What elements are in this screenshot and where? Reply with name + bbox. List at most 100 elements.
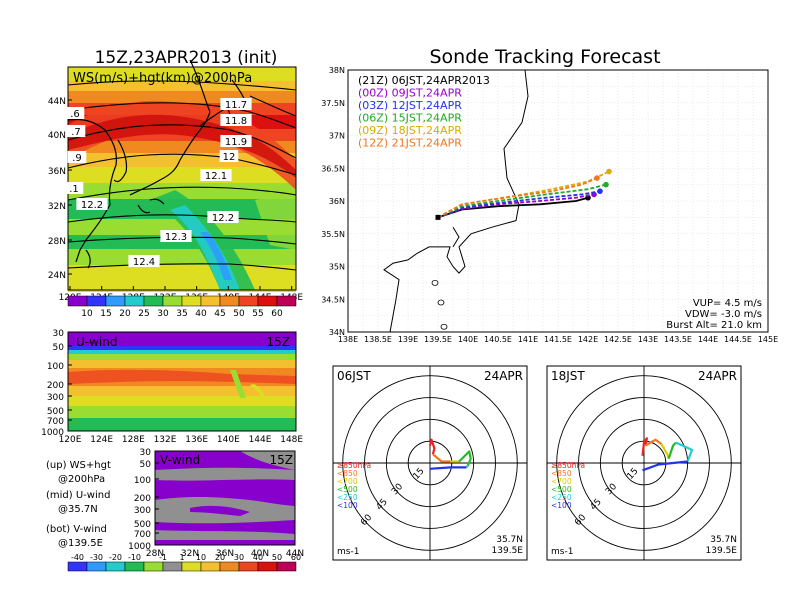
colorbar-label: 40 [195,309,207,319]
v-gray-band [240,451,295,470]
colorbar-swatch [86,295,107,307]
hodo-legend-entry: <100 [551,501,572,510]
ws-map-contours [67,80,297,271]
coastline [149,198,165,205]
hodo-trace-1 [644,438,663,447]
v-gray-band [155,530,295,540]
left-title: 15Z,23APR2013 (init) [95,48,278,68]
ws-map-contour-labels: 11.711.811.91212.112.212.312.4.6.7.9.112… [64,98,252,268]
colorbar-swatch [143,561,164,572]
contour-label-box [67,151,87,163]
colorbar-label: 50 [233,309,245,319]
panel-note: (bot) V-wind [46,524,107,535]
track-line-5 [437,177,598,219]
ws-band [68,167,296,183]
colorbar-label: 50 [272,553,282,562]
colorbar-label: 40 [253,553,263,562]
hodo-trace-3 [667,441,677,459]
panel-note: (mid) U-wind [46,490,110,501]
u-layer [68,350,296,354]
track-landing-4 [606,168,612,175]
contour-label-box [65,107,85,119]
contour-label: 11.7 [225,100,247,111]
hodo-legend-entry: <500 [337,485,358,494]
contour-label-box [220,98,252,110]
coastline [67,118,117,263]
lat-tick-label: 24N [48,271,66,281]
colorbar-label: 35 [176,309,187,319]
u-layer [68,406,296,418]
contour-label: 12.3 [165,232,187,243]
lat-tick-label: 36N [48,167,66,177]
track-landing-5 [594,175,600,181]
track-line-1 [437,193,595,219]
lat-tick-label: 38N [329,66,345,75]
hodo-legend-entry: <700 [551,477,572,486]
hodo-units: ms-1 [551,547,573,557]
u-wind-frame [67,331,297,432]
jet-max [68,114,296,178]
colorbar-label: -40 [71,553,84,562]
colorbar-swatch [238,561,259,572]
ws-band [68,265,296,292]
pressure-tick-label: 30 [53,329,65,339]
pressure-tick-label: 300 [47,393,64,403]
track-landing-3 [603,181,609,188]
lon-tick-label: 138.5E [364,335,392,344]
pressure-tick-label: 300 [134,506,151,516]
hodo-trace-3 [458,450,472,467]
colorbar-swatch [67,561,88,572]
v-purple-patch [190,505,250,516]
contour-label-box [220,114,252,126]
height-contour [67,186,297,201]
u-layer [68,396,296,406]
lon-tick-label: 140E [458,335,478,344]
lon-tick-label: 120E [59,435,82,445]
lon-tick-label: 142E [578,335,598,344]
colorbar-swatch [200,561,221,572]
pressure-tick-label: 30 [140,448,152,458]
lon-tick-label: 143.5E [664,335,692,344]
ws-band [68,81,296,91]
lat-tick-label: 36N [329,197,345,206]
v-gray-band [155,467,295,481]
contour-label-box [219,150,239,162]
track-line-2 [437,190,601,219]
ws-band [68,249,296,265]
height-contour [67,80,297,91]
contour-label-box [200,169,232,181]
contour-label: .9 [72,153,82,164]
colorbar-label: 1 [179,553,184,562]
track-legend-entry: (09Z) 18JST,24APR [358,124,462,137]
hodo-lon: 139.5E [706,546,738,556]
contour-label-box [64,182,84,194]
u-layer [68,354,296,360]
hodo-lon: 139.5E [492,546,524,556]
track-param: VUP= 4.5 m/s [693,298,762,309]
pressure-tick-label: 200 [134,494,151,504]
colorbar-label: 30 [157,309,169,319]
panel-notes: (up) WS+hgt @200hPa (mid) U-wind @35.7N (bot… [46,460,111,549]
lat-tick-label: 28N [146,549,164,559]
contour-label-box [160,230,192,242]
uv-colorbar: -40 -30 -20 -10 -1 1 10 20 30 40 50 60 [67,553,301,572]
colorbar-label: -20 [109,553,122,562]
ws-map-label: WS(m/s)+hgt(km)@200hPa [73,71,252,86]
colorbar-label: -10 [128,553,141,562]
height-contour [67,263,297,271]
colorbar-label: 20 [215,553,225,562]
lon-tick-label: 148E [280,435,303,445]
colorbar-swatch [181,561,202,572]
track-param: VDW= -3.0 m/s [685,309,762,320]
colorbar-swatch [276,295,297,307]
lon-tick-label: 141E [518,335,538,344]
colorbar-label: 15 [100,309,111,319]
colorbar-label: 60 [291,553,301,562]
